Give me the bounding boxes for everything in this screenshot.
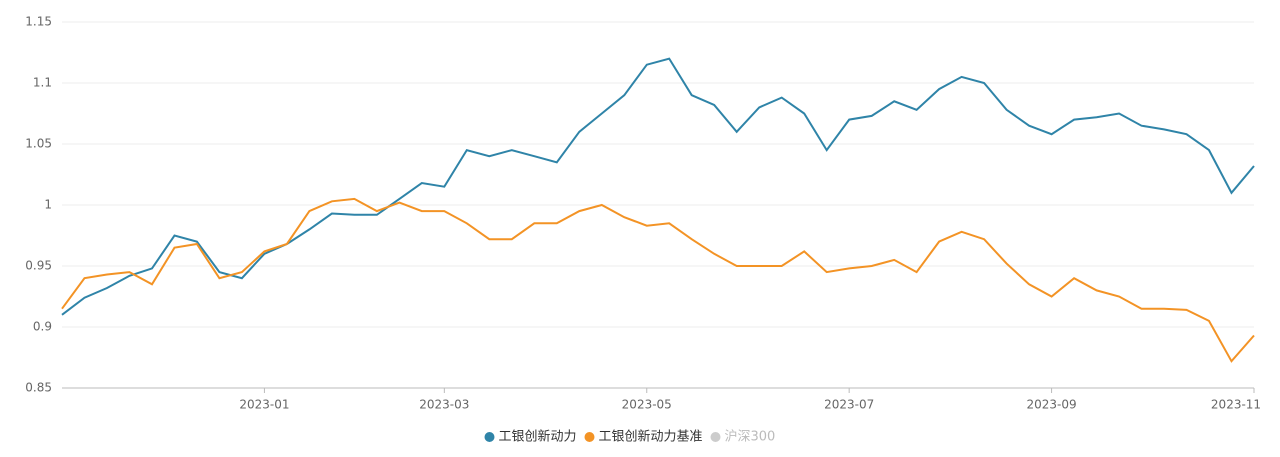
y-tick-label: 1.1 — [33, 76, 52, 90]
x-tick-label: 2023-01 — [239, 398, 289, 412]
x-tick-label: 2023-07 — [824, 398, 874, 412]
x-tick-label: 2023-03 — [419, 398, 469, 412]
series-line — [61, 197, 1255, 363]
y-tick-label: 0.95 — [25, 259, 52, 273]
y-tick-label: 1 — [44, 198, 52, 212]
x-tick-label: 2023-09 — [1027, 398, 1077, 412]
y-tick-label: 0.85 — [25, 381, 52, 395]
x-tick-label: 2023-05 — [622, 398, 672, 412]
y-tick-label: 0.9 — [33, 320, 52, 334]
legend-marker[interactable] — [710, 432, 721, 442]
x-tick-label: 2023-11 — [1211, 398, 1261, 412]
legend-marker[interactable] — [584, 432, 595, 442]
legend-label[interactable]: 工银创新动力 — [499, 429, 577, 445]
y-tick-label: 1.15 — [25, 15, 52, 29]
legend-marker[interactable] — [484, 432, 495, 442]
y-tick-label: 1.05 — [25, 137, 52, 151]
series-line — [61, 57, 1255, 316]
legend-label[interactable]: 沪深300 — [725, 429, 776, 445]
legend-label[interactable]: 工银创新动力基准 — [599, 429, 703, 445]
